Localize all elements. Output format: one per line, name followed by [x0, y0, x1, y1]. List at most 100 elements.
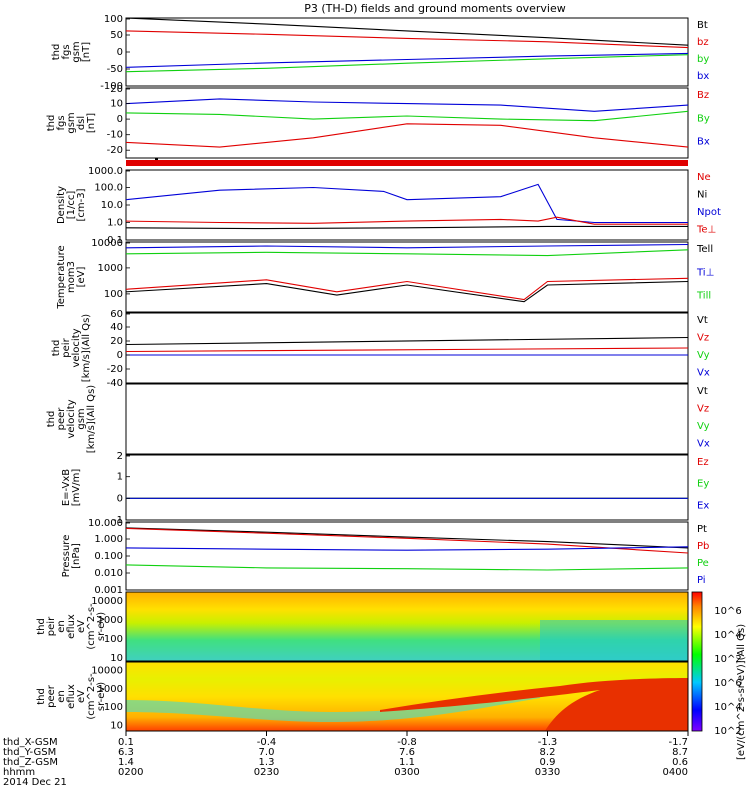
- y-axis-label: Pressure: [61, 535, 72, 578]
- panel-frame: [125, 383, 689, 455]
- panel-frame: [125, 17, 689, 87]
- panel-density: 1000.0 100.0 10.0 1.0 0.1 Density [1/cc] [cm-3]…: [56, 166, 721, 246]
- y-axis-label: gsm: [76, 408, 87, 429]
- y-tick-label: 10: [110, 99, 123, 110]
- y-tick-label: -20: [107, 145, 123, 156]
- series-line-bz: [125, 30, 689, 49]
- y-axis-label: velocity: [71, 328, 82, 367]
- ephemeris-row-label: thd_X-GSM: [3, 737, 58, 748]
- legend-label: Till: [696, 291, 711, 302]
- y-axis-label: peer: [56, 407, 67, 431]
- y-tick-label: 1.0: [107, 218, 123, 229]
- legend-label: Ti⊥: [696, 267, 714, 278]
- legend-label: Npot: [697, 207, 721, 218]
- peer-spectrogram: [125, 661, 689, 732]
- series-line-by: [125, 54, 689, 73]
- y-tick-label: 20: [110, 336, 123, 347]
- panel-temperature: 10000 1000 100 Temperature mom3 [eV] Tell Ti⊥ Ti…: [56, 238, 714, 313]
- y-axis-label: peer: [46, 684, 57, 708]
- ephemeris-value: 6.3: [118, 747, 134, 758]
- y-tick-label: 0: [117, 47, 123, 58]
- series-line-Npot: [125, 183, 688, 224]
- legend-label: Vt: [697, 315, 708, 326]
- series-line-Ni: [125, 225, 688, 230]
- y-axis-label: eflux: [66, 614, 77, 639]
- quality-flag-bar: [126, 160, 688, 166]
- ephemeris-value: -1.7: [668, 737, 688, 748]
- peir-spectrogram-frame: [125, 591, 689, 662]
- date-label: 2014 Dec 21: [3, 777, 67, 788]
- ephemeris-value: 8.7: [672, 747, 688, 758]
- y-tick-label: 100: [104, 289, 123, 300]
- legend-label: Pb: [697, 541, 709, 552]
- series-line-Te-para: [125, 243, 689, 249]
- series-line-Te-perp: [125, 280, 689, 303]
- y-tick-label: -100: [100, 81, 123, 92]
- panel-frame: [125, 169, 689, 241]
- y-tick-label: 10000: [91, 666, 123, 677]
- legend-label: Pi: [697, 575, 706, 586]
- series-line-Ne: [125, 216, 688, 225]
- legend-label: Bz: [697, 90, 709, 101]
- y-axis-label: thd: [46, 411, 57, 428]
- y-axis-label: gsm: [71, 41, 82, 62]
- y-axis-label: [nT]: [86, 113, 97, 133]
- y-axis-label: [nT]: [81, 42, 92, 62]
- legend-label: Vt: [697, 386, 708, 397]
- y-axis-label: eV: [76, 690, 87, 703]
- y-axis-label: dsl: [76, 116, 87, 130]
- y-tick-label: -50: [107, 64, 123, 75]
- colorbar-label: [eV/(cm^2-s-sr-eV)](All Qs): [736, 624, 747, 760]
- y-tick-label: 0.1: [107, 235, 123, 246]
- y-tick-label: 0: [117, 493, 123, 504]
- y-tick-label: 100: [104, 702, 123, 713]
- y-tick-label: 100.0: [94, 183, 123, 194]
- y-tick-label: 10000: [91, 596, 123, 607]
- y-axis-label: sr-eV): [96, 612, 107, 641]
- y-axis-label: Density: [56, 186, 67, 224]
- colorbar-tick: 10^4: [714, 702, 741, 713]
- ephemeris-value: 0200: [118, 767, 143, 778]
- y-tick-label: 20: [110, 84, 123, 95]
- colorbar-tick: 10^6: [714, 678, 741, 689]
- ephemeris-row-label: thd_Y-GSM: [3, 747, 56, 758]
- y-axis-label: velocity: [66, 399, 77, 438]
- y-axis-label: [cm-3]: [76, 188, 87, 221]
- ephemeris-value: 8.2: [540, 747, 556, 758]
- y-axis-label: mom3: [66, 261, 77, 293]
- ephemeris-value: 7.0: [259, 747, 275, 758]
- legend-label: Pe: [697, 558, 709, 569]
- panel-frame: [125, 454, 689, 521]
- y-tick-label: 10: [110, 721, 123, 732]
- y-axis-label: [eV]: [76, 267, 87, 288]
- y-tick-label: 10.0: [101, 200, 123, 211]
- legend-label: by: [697, 54, 709, 65]
- y-tick-label: -40: [107, 378, 123, 389]
- y-tick-label: 10.000: [88, 518, 123, 529]
- y-axis-label: fgs: [61, 44, 72, 59]
- y-tick-label: 10000: [91, 238, 123, 249]
- y-axis-label: [km/s](All Qs): [86, 385, 97, 453]
- y-axis-label: [nPa]: [71, 543, 82, 569]
- legend-label: Ne: [697, 172, 711, 183]
- ephemeris-value: 7.6: [399, 747, 415, 758]
- colorbar-tick: 10^2: [714, 726, 741, 737]
- panel-frame: [125, 87, 689, 159]
- y-axis-label: thd: [51, 340, 62, 357]
- y-tick-label: 1000: [98, 263, 123, 274]
- panel-peir: 60 40 20 0 -20 -40 thd peir velocity [km/s](All Q…: [51, 309, 710, 389]
- y-tick-label: 100: [104, 14, 123, 25]
- panel-peer: thd peer velocity gsm [km/s](All Qs) Vt Vz Vy Vx: [46, 383, 710, 455]
- y-axis-label: eV: [76, 620, 87, 633]
- y-axis-label: Temperature: [56, 245, 67, 309]
- y-axis-label: thd: [36, 618, 47, 635]
- y-axis-label: eflux: [66, 684, 77, 709]
- legend-label: Pt: [697, 524, 707, 535]
- ephemeris-value: 1.1: [399, 757, 415, 768]
- quality-flag-marker: [155, 158, 158, 160]
- y-axis-label: peir: [46, 616, 57, 636]
- legend-label: Vx: [697, 368, 710, 379]
- ephemeris-value: 1.4: [118, 757, 134, 768]
- colorbar: 10^6 10^4 10^2 10^6 10^4 10^2 [eV/(cm^2-…: [691, 591, 747, 760]
- y-axis-label: (cm^2-s-: [86, 673, 97, 720]
